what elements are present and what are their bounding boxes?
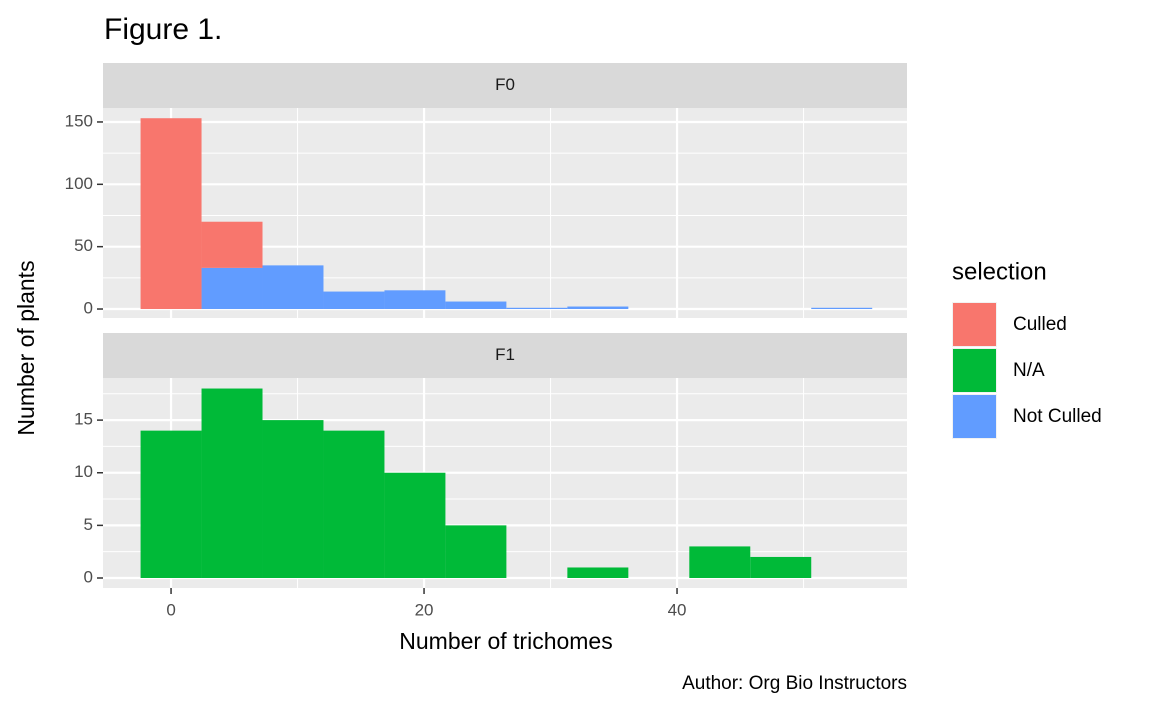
legend-swatch [953, 303, 996, 346]
chart-title: Figure 1. [104, 13, 222, 46]
x-tick-label: 40 [668, 600, 687, 619]
bar [445, 301, 507, 310]
caption: Author: Org Bio Instructors [682, 673, 907, 694]
legend-label: N/A [1013, 360, 1045, 381]
strip-label: F1 [495, 345, 515, 364]
bar [750, 556, 812, 578]
bar [689, 546, 751, 578]
bar [323, 291, 385, 310]
y-tick-label: 15 [74, 410, 93, 429]
x-tick-label: 20 [415, 600, 434, 619]
x-tick-label: 0 [166, 600, 175, 619]
y-axis-label: Number of plants [13, 260, 39, 435]
y-tick-label: 0 [84, 299, 93, 318]
bar [201, 388, 263, 578]
y-tick-label: 5 [84, 515, 93, 534]
legend-title: selection [952, 258, 1047, 285]
y-tick-label: 0 [84, 567, 93, 586]
bar [262, 420, 324, 578]
bar [567, 306, 629, 310]
y-tick-label: 100 [65, 174, 93, 193]
bar [262, 265, 324, 310]
legend-label: Not Culled [1013, 406, 1102, 427]
legend-label: Culled [1013, 314, 1067, 335]
y-tick-label: 10 [74, 462, 93, 481]
legend-swatch [953, 395, 996, 438]
bar [384, 290, 446, 310]
bar [140, 430, 202, 578]
bar [811, 307, 873, 310]
bar [323, 430, 385, 578]
bar [140, 118, 202, 310]
x-axis-label: Number of trichomes [399, 628, 612, 654]
bar [506, 307, 568, 310]
strip-label: F0 [495, 75, 515, 94]
bar [201, 221, 263, 268]
bar [445, 525, 507, 578]
bar [567, 567, 629, 578]
bar [201, 267, 263, 310]
bar [384, 472, 446, 578]
y-tick-label: 150 [65, 111, 93, 130]
strip [103, 333, 907, 378]
strip [103, 63, 907, 108]
legend-swatch [953, 349, 996, 392]
y-tick-label: 50 [74, 236, 93, 255]
